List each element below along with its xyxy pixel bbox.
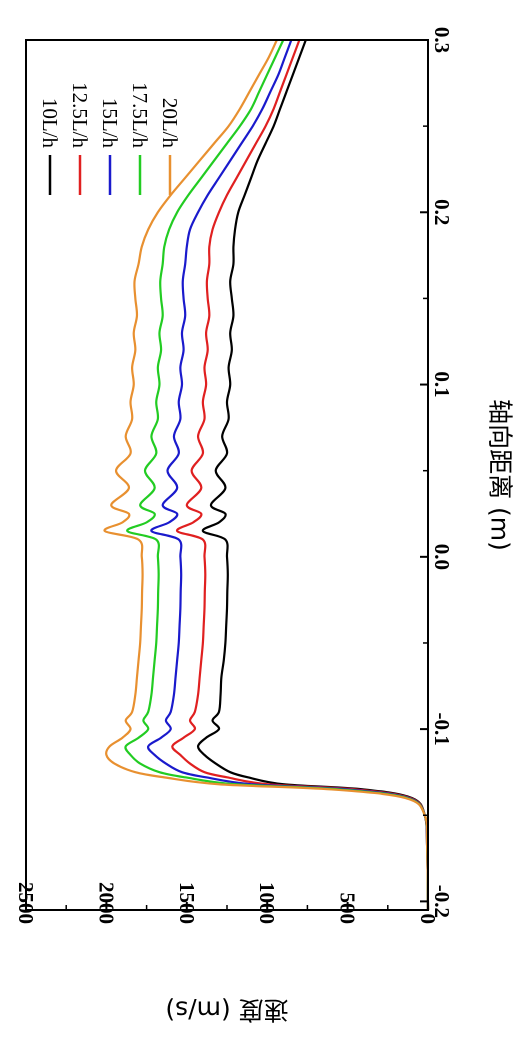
x-tick-label: 0.1 (430, 371, 454, 397)
y-tick-label: 500 (336, 893, 360, 925)
axis-titles: 轴向距离 (m) 速度 (m/s) (165, 399, 514, 1024)
x-tick-label: 0.0 (430, 544, 454, 570)
series-line-4 (103, 39, 430, 911)
x-tick-label: -0.2 (430, 885, 454, 918)
x-tick-label: 0.2 (430, 199, 454, 225)
axes: -0.2 -0.1 0.0 0.1 0.2 0.3 0 500 1000 1500 2000 2500 (14, 27, 454, 924)
plot-frame (25, 39, 429, 911)
plot-area (103, 39, 430, 911)
y-tick-label: 1500 (175, 882, 199, 924)
series-line-2 (146, 39, 430, 911)
y-tick-label: 0 (416, 914, 440, 925)
y-axis-title: 速度 (m/s) (165, 996, 288, 1025)
legend-label-0: 10L/h (38, 98, 62, 149)
series-line-3 (124, 39, 430, 911)
legend: 10L/h 12.5L/h 15L/h 17.5L/h 20L/h (38, 82, 182, 195)
series-line-0 (196, 39, 430, 911)
legend-label-1: 12.5L/h (68, 82, 92, 148)
legend-label-3: 17.5L/h (128, 82, 152, 148)
y-tick-label: 2000 (94, 882, 118, 924)
legend-label-4: 20L/h (158, 98, 182, 149)
y-tick-label: 2500 (14, 882, 38, 924)
y-tick-label: 1000 (255, 882, 279, 924)
x-tick-label: 0.3 (430, 27, 454, 53)
x-axis-title: 轴向距离 (m) (486, 399, 515, 551)
legend-label-2: 15L/h (98, 98, 122, 149)
x-tick-label: -0.1 (430, 712, 454, 745)
series-line-1 (171, 39, 430, 911)
